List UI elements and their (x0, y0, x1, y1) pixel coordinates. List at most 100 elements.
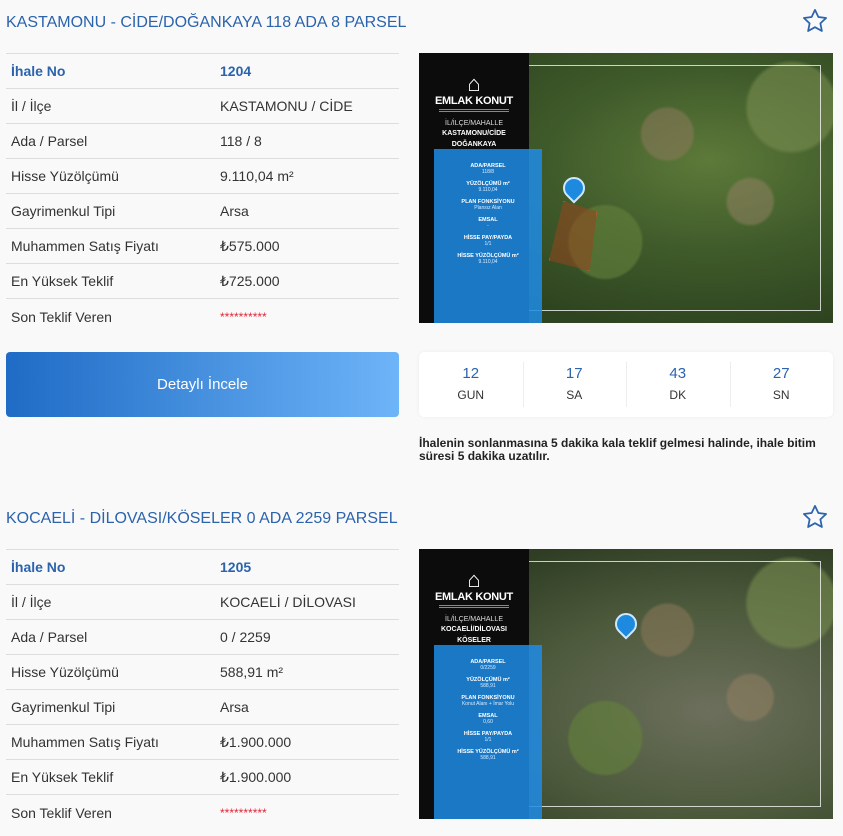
row-label: Muhammen Satış Fiyatı (11, 734, 159, 750)
table-row: İhale No 1205 (6, 550, 399, 585)
countdown-dk: 43 DK (626, 352, 730, 417)
brand-block: ⌂ EMLAK KONUT İL/İLÇE/MAHALLE KASTAMONU/CİD… (419, 73, 529, 149)
field-label: HİSSE PAY/PAYDA (463, 731, 513, 737)
field-value: 0/2259 (480, 665, 496, 671)
table-row: Hisse Yüzölçümü 9.110,04 m² (6, 159, 399, 194)
field-value: 9.110,04 (478, 187, 498, 193)
listing-info-table: İhale No 1205 İl / İlçe KOCAELİ / DİLOVASI A… (6, 549, 399, 830)
field-label: ADA/PARSEL (470, 163, 506, 169)
table-row: İl / İlçe KOCAELİ / DİLOVASI (6, 585, 399, 620)
image-place-line1: KASTAMONU/CİDE (442, 130, 506, 137)
countdown-sa: 17 SA (522, 352, 627, 417)
favorite-star-icon[interactable] (801, 7, 829, 35)
listing-card: KOCAELİ - DİLOVASI/KÖSELER 0 ADA 2259 PA… (0, 496, 843, 836)
parcel-details-panel: ADA/PARSEL 0/2259 YÜZÖLÇÜMÜ m² 588,91 PLAN F… (434, 645, 542, 819)
table-row: Muhammen Satış Fiyatı ₺575.000 (6, 229, 399, 264)
countdown-value: 17 (565, 365, 583, 382)
row-value: ₺575.000 (220, 237, 280, 254)
row-label: En Yüksek Teklif (11, 273, 114, 289)
listing-card: KASTAMONU - CİDE/DOĞANKAYA 118 ADA 8 PAR… (0, 0, 843, 463)
field-value: 588,91 (480, 683, 496, 689)
image-place-line2: KÖSELER (457, 637, 491, 644)
row-value: 9.110,04 m² (220, 168, 294, 184)
field-label: HİSSE YÜZÖLÇÜMÜ m² (457, 253, 519, 259)
row-value: 1204 (220, 63, 252, 79)
field-label: PLAN FONKSİYONU (461, 695, 515, 701)
countdown-value: 12 (462, 365, 480, 382)
listing-title[interactable]: KASTAMONU - CİDE/DOĞANKAYA 118 ADA 8 PAR… (6, 14, 407, 31)
table-row: Son Teklif Veren ********** (6, 299, 399, 334)
row-value: KOCAELİ / DİLOVASI (220, 594, 356, 610)
field-label: YÜZÖLÇÜMÜ m² (466, 677, 510, 683)
brand-name: EMLAK KONUT (435, 95, 513, 107)
listing-title[interactable]: KOCAELİ - DİLOVASI/KÖSELER 0 ADA 2259 PA… (6, 510, 398, 527)
field-value: Konut Alanı + İmar Yolu (461, 701, 515, 707)
row-label: Hisse Yüzölçümü (11, 168, 119, 184)
table-row: Gayrimenkul Tipi Arsa (6, 690, 399, 725)
row-label: En Yüksek Teklif (11, 769, 114, 785)
table-row: Ada / Parsel 118 / 8 (6, 124, 399, 159)
row-label: Gayrimenkul Tipi (11, 203, 116, 219)
countdown-value: 27 (772, 365, 790, 382)
image-place-line1: KOCAELİ/DİLOVASI (441, 626, 507, 633)
countdown-value: 43 (669, 365, 687, 382)
field-value: 118/8 (481, 169, 495, 175)
image-location-label: İL/İLÇE/MAHALLE (445, 120, 503, 127)
row-value: ₺1.900.000 (220, 768, 292, 785)
field-value: 9.110,04 (478, 259, 498, 265)
table-row: Son Teklif Veren ********** (6, 795, 399, 830)
field-value: 1/1 (484, 737, 492, 743)
row-value: ********** (220, 805, 267, 820)
table-row: En Yüksek Teklif ₺1.900.000 (6, 760, 399, 795)
field-label: HİSSE PAY/PAYDA (463, 235, 513, 241)
detail-button[interactable]: Detaylı İncele (6, 352, 399, 417)
field-label: EMSAL (478, 713, 498, 719)
countdown-sn: 27 SN (729, 352, 834, 417)
field-value: - (487, 223, 489, 229)
countdown-timer: 12 GUN 17 SA 43 DK 27 SN (419, 352, 833, 417)
row-label: İhale No (11, 559, 66, 575)
row-label: Hisse Yüzölçümü (11, 664, 119, 680)
field-label: YÜZÖLÇÜMÜ m² (466, 181, 510, 187)
row-value: 0 / 2259 (220, 629, 271, 645)
emlak-konut-logo-icon: ⌂ (467, 71, 481, 96)
row-value: Arsa (220, 699, 249, 715)
field-label: EMSAL (478, 217, 498, 223)
row-label: Muhammen Satış Fiyatı (11, 238, 159, 254)
row-value: Arsa (220, 203, 249, 219)
image-location-label: İL/İLÇE/MAHALLE (445, 616, 503, 623)
parcel-details-panel: ADA/PARSEL 118/8 YÜZÖLÇÜMÜ m² 9.110,04 PLAN … (434, 149, 542, 323)
brand-block: ⌂ EMLAK KONUT İL/İLÇE/MAHALLE KOCAELİ/DİLOV… (419, 569, 529, 645)
row-value: KASTAMONU / CİDE (220, 98, 353, 114)
favorite-star-icon[interactable] (801, 503, 829, 531)
brand-name: EMLAK KONUT (435, 591, 513, 603)
row-label: İl / İlçe (11, 594, 52, 610)
row-value: ₺1.900.000 (220, 733, 292, 750)
field-label: HİSSE YÜZÖLÇÜMÜ m² (457, 749, 519, 755)
row-label: İhale No (11, 63, 66, 79)
emlak-konut-logo-icon: ⌂ (467, 567, 481, 592)
countdown-unit: DK (669, 388, 687, 402)
parcel-map-image[interactable]: ⌂ EMLAK KONUT İL/İLÇE/MAHALLE KOCAELİ/DİLOV… (419, 549, 833, 819)
row-value: 588,91 m² (220, 664, 284, 680)
countdown-gun: 12 GUN (419, 352, 523, 417)
listing-info-table: İhale No 1204 İl / İlçe KASTAMONU / CİDE Ada… (6, 53, 399, 334)
table-row: Ada / Parsel 0 / 2259 (6, 620, 399, 655)
row-value: 1205 (220, 559, 252, 575)
field-value: 588,91 (480, 755, 496, 761)
brand-tagline (439, 605, 509, 608)
row-value: ₺725.000 (220, 272, 280, 289)
brand-tagline (439, 109, 509, 112)
row-value: 118 / 8 (220, 133, 262, 149)
field-value: 0,60 (483, 719, 493, 725)
image-place-line2: DOĞANKAYA (451, 141, 497, 148)
table-row: Muhammen Satış Fiyatı ₺1.900.000 (6, 725, 399, 760)
table-row: En Yüksek Teklif ₺725.000 (6, 264, 399, 299)
row-label: İl / İlçe (11, 98, 52, 114)
table-row: Hisse Yüzölçümü 588,91 m² (6, 655, 399, 690)
row-label: Son Teklif Veren (11, 308, 112, 325)
parcel-map-image[interactable]: ⌂ EMLAK KONUT İL/İLÇE/MAHALLE KASTAMONU/CİD… (419, 53, 833, 323)
countdown-unit: SN (772, 388, 790, 402)
row-label: Gayrimenkul Tipi (11, 699, 116, 715)
table-row: İl / İlçe KASTAMONU / CİDE (6, 89, 399, 124)
